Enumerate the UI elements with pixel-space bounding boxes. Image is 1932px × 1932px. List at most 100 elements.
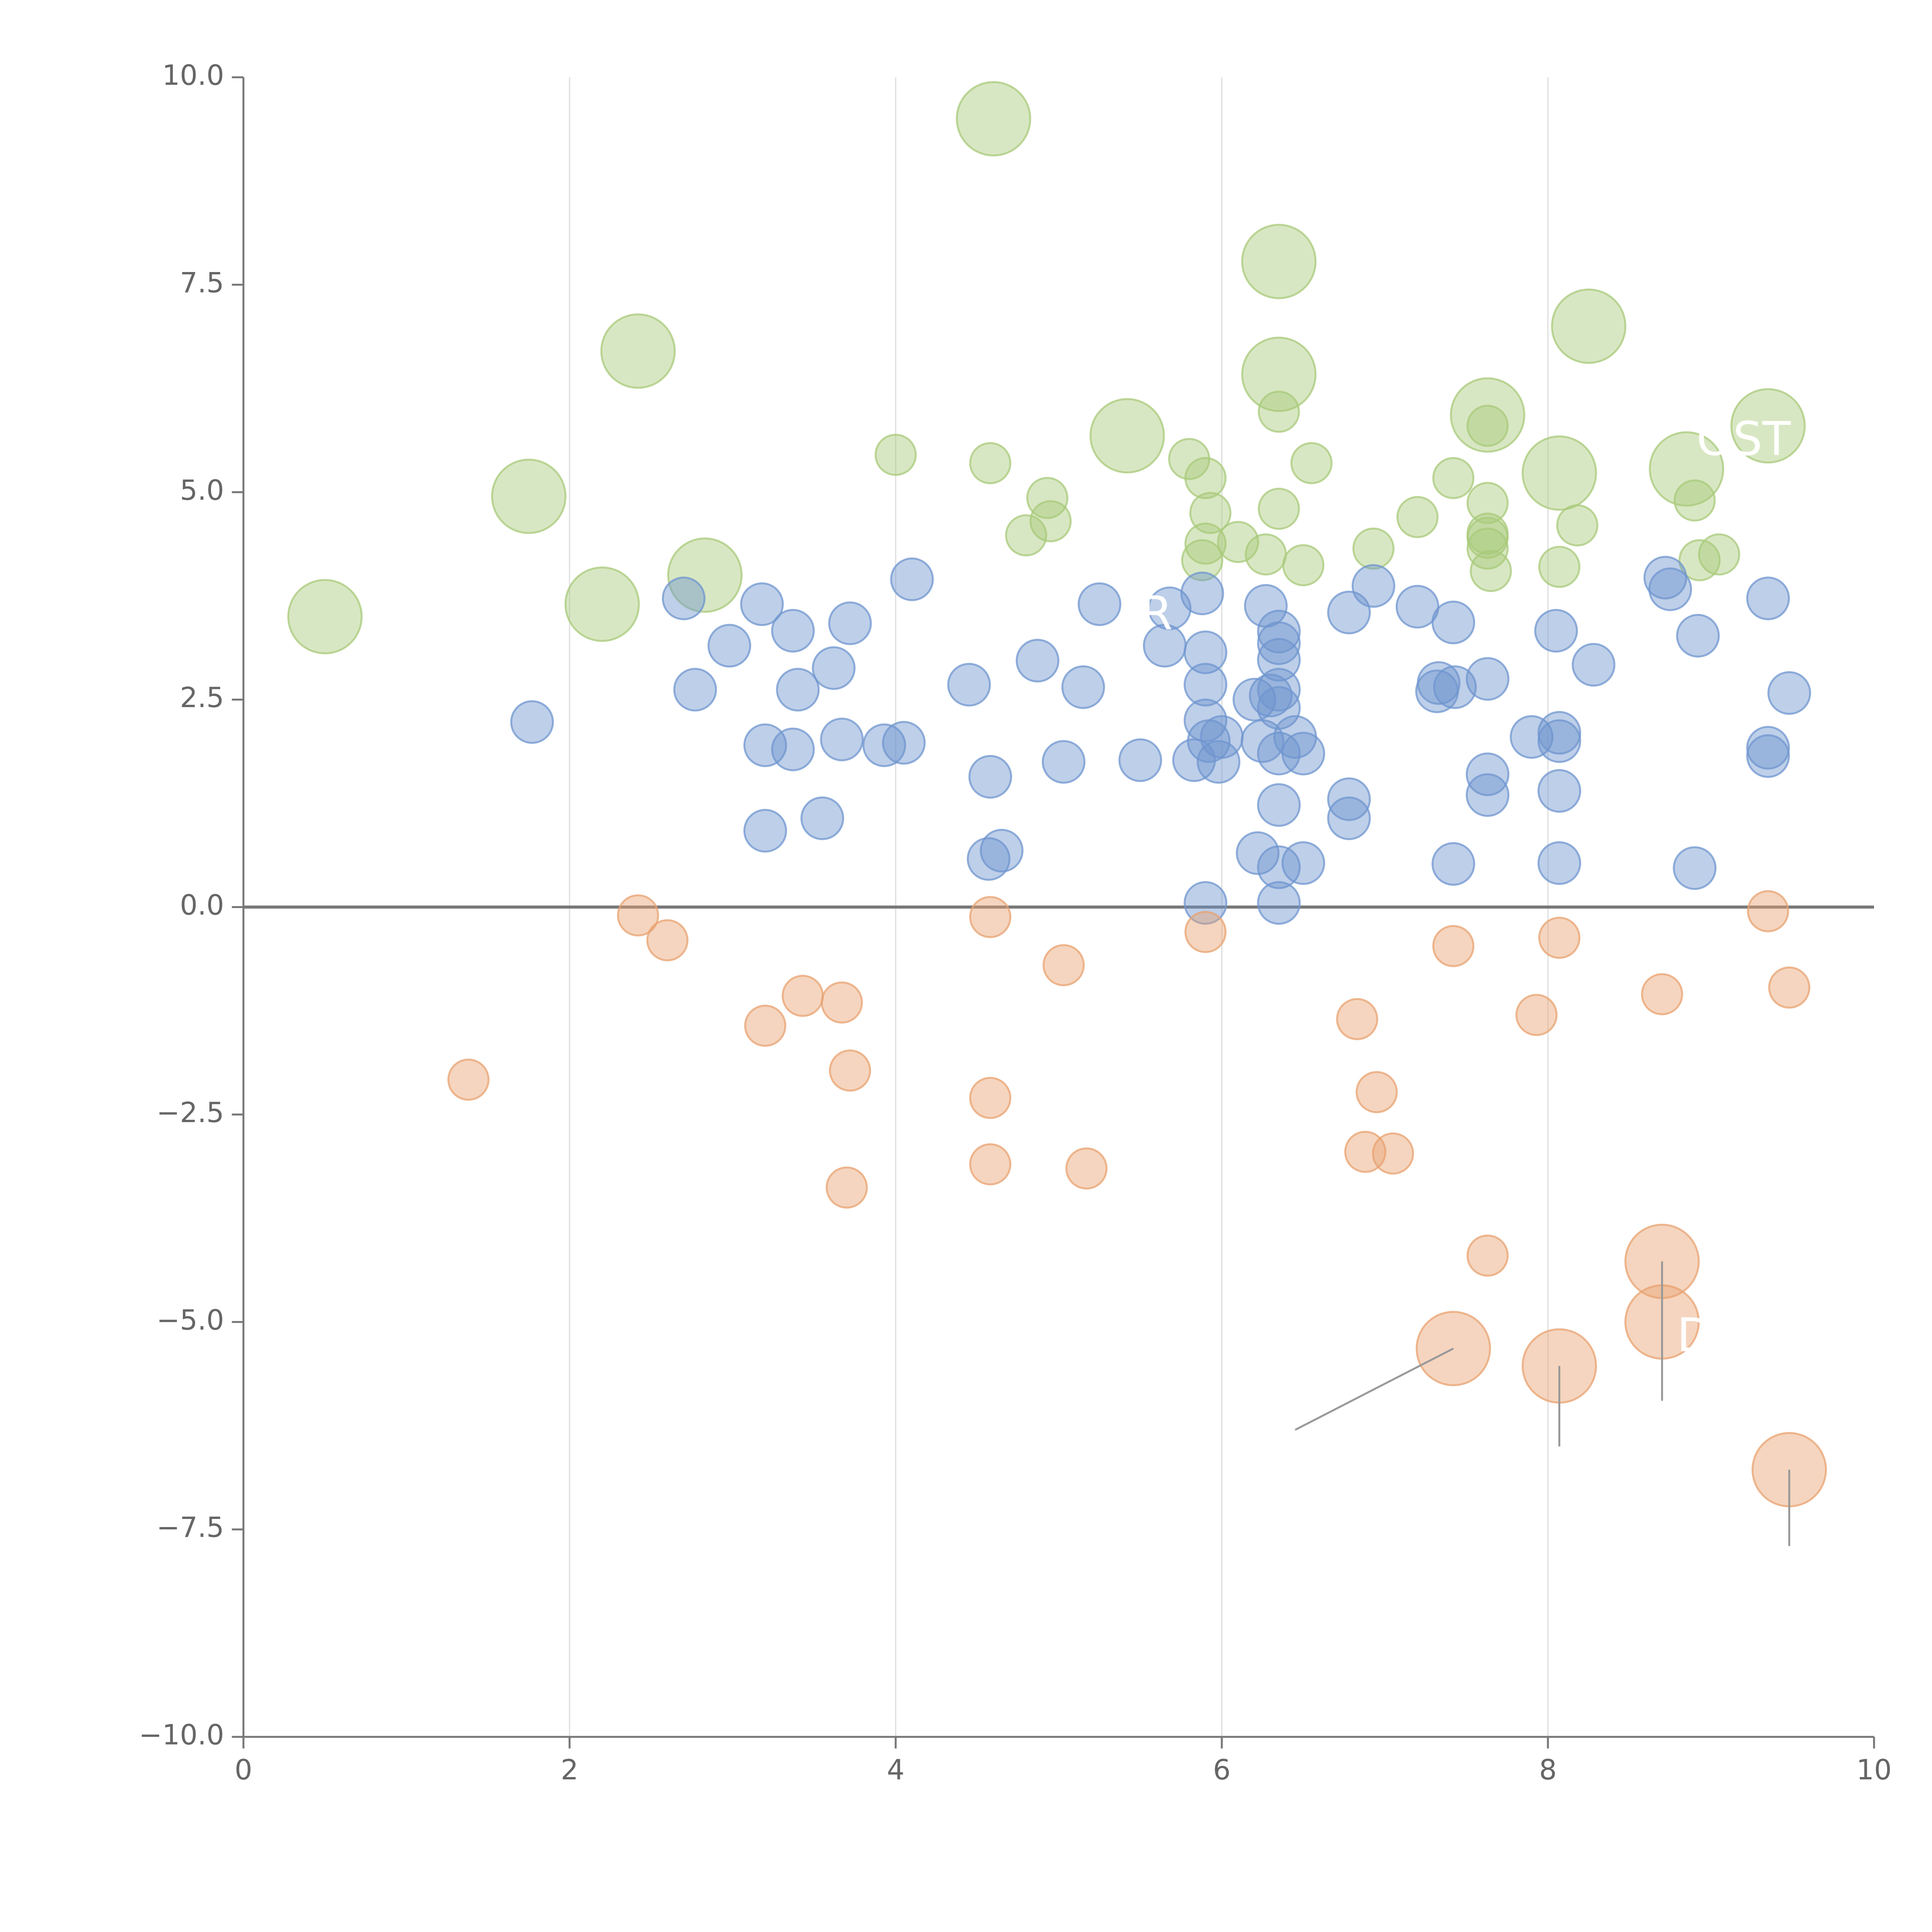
- bubble-middle: [1415, 669, 1459, 713]
- bubble-middle: [947, 663, 991, 707]
- bubble-middle: [800, 796, 844, 840]
- x-tick-label: 6: [1213, 1753, 1231, 1786]
- bubble-middle: [743, 723, 787, 767]
- bubble-bottom: [825, 1166, 868, 1209]
- bubble-middle: [771, 727, 815, 771]
- bubble-middle: [862, 723, 906, 767]
- x-tick-label: 4: [887, 1753, 905, 1786]
- bubble-middle: [890, 557, 934, 601]
- bubble-middle: [1537, 719, 1582, 763]
- axes: 10.0 7.5 5.0 2.5 0.0 −2.5 −5.0 −7.5 −10.0 0 2 4 6 8 10: [139, 59, 1891, 1786]
- bubble-bottom: [1184, 911, 1227, 953]
- bubble-top: [600, 313, 676, 389]
- bubble-bottom: [1372, 1132, 1414, 1175]
- bubble-middle: [1327, 777, 1371, 821]
- bubble-top: [1352, 527, 1395, 570]
- bubble-bottom: [744, 1005, 786, 1047]
- bubble-middle: [1676, 614, 1720, 658]
- bubble-top: [1189, 492, 1231, 534]
- bubble-middle: [1571, 643, 1616, 687]
- bubble-bottom: [1065, 1147, 1108, 1190]
- bubble-middle: [1184, 881, 1228, 925]
- bubble-middle: [967, 837, 1011, 881]
- bubble-top: [1466, 405, 1509, 447]
- bubble-top: [1258, 390, 1300, 433]
- bubble-top: [491, 458, 566, 534]
- bubble-top: [1522, 435, 1597, 511]
- bubble-middle: [1510, 715, 1554, 759]
- bubble-middle: [743, 809, 787, 853]
- bubble-bottom: [1538, 917, 1581, 959]
- bubble-middle: [1466, 773, 1510, 817]
- bubble-middle: [1042, 740, 1086, 784]
- bubble-bottom: [1355, 1071, 1398, 1113]
- bubble-middle: [1180, 571, 1224, 616]
- bubble-middle: [1257, 881, 1301, 925]
- bubble-middle: [1118, 738, 1162, 782]
- bubble-top: [287, 579, 363, 655]
- bubble-middle: [1257, 783, 1301, 827]
- bubble-top: [1029, 500, 1072, 543]
- annotation-label: D: [1677, 1309, 1713, 1362]
- bubble-middle: [1351, 564, 1395, 608]
- bubble-middle: [1767, 671, 1811, 715]
- y-tick-label: 10.0: [162, 59, 224, 92]
- bubble-middle: [1433, 665, 1477, 709]
- bubble-top: [956, 81, 1031, 156]
- bubble-middle: [1327, 796, 1371, 840]
- bubble-top: [1432, 457, 1475, 499]
- bubble-middle: [820, 718, 864, 762]
- bubble-bottom: [1466, 1234, 1509, 1277]
- bubble-middle: [1249, 673, 1293, 718]
- bubble-top: [1466, 517, 1509, 559]
- bubble-middle: [1281, 731, 1325, 776]
- bubble-top: [1551, 288, 1626, 364]
- bubble-middle: [1537, 769, 1582, 813]
- bubble-bottom: [1768, 966, 1811, 1009]
- bubble-middle: [828, 601, 872, 645]
- bubble-middle: [662, 577, 706, 621]
- x-tick-label: 2: [561, 1753, 578, 1786]
- bubble-top: [564, 566, 640, 642]
- bubble-middle: [882, 721, 926, 765]
- bubble-middle: [1431, 600, 1475, 645]
- y-tick-label: −5.0: [156, 1304, 224, 1336]
- bubble-bottom: [1336, 998, 1378, 1040]
- bubble-top: [969, 442, 1012, 485]
- bubble-middle: [1197, 740, 1241, 784]
- bubble-middle: [771, 609, 815, 653]
- bubble-bottom: [447, 1058, 490, 1101]
- bubble-middle: [776, 668, 820, 712]
- bubble-bottom: [1043, 944, 1085, 986]
- bubble-middle: [1746, 734, 1790, 778]
- bubble-top: [1089, 398, 1165, 474]
- bubble-bottom: [781, 975, 824, 1017]
- bubble-bottom: [969, 1077, 1012, 1119]
- bubble-middle: [1746, 577, 1790, 621]
- bubble-top: [1698, 533, 1740, 576]
- bubble-top: [1005, 514, 1048, 556]
- y-tick-label: 0.0: [180, 889, 224, 921]
- leader-line: [1294, 1347, 1454, 1431]
- bubble-top: [1217, 521, 1259, 563]
- bubble-top: [1184, 522, 1227, 565]
- bubble-bottom: [1641, 973, 1683, 1015]
- bubble-middle: [1673, 846, 1717, 890]
- y-tick-label: −7.5: [156, 1511, 224, 1544]
- bubble-middle: [1257, 686, 1301, 730]
- bubble-top: [667, 537, 743, 613]
- bubble-middle: [740, 582, 784, 626]
- bubble-bottom: [1747, 890, 1789, 932]
- bubble-middle: [1466, 657, 1510, 701]
- leader-lines: [1294, 1261, 1791, 1546]
- data-points: [287, 81, 1827, 1508]
- bubble-top: [1241, 337, 1317, 412]
- bubble-middle: [1534, 609, 1578, 653]
- bubble-top: [1396, 496, 1439, 538]
- bubble-top: [1649, 431, 1725, 507]
- bubble-middle: [1431, 842, 1475, 886]
- bubble-top: [1469, 550, 1512, 592]
- y-tick-label: 5.0: [180, 474, 224, 506]
- bubble-middle: [968, 755, 1012, 799]
